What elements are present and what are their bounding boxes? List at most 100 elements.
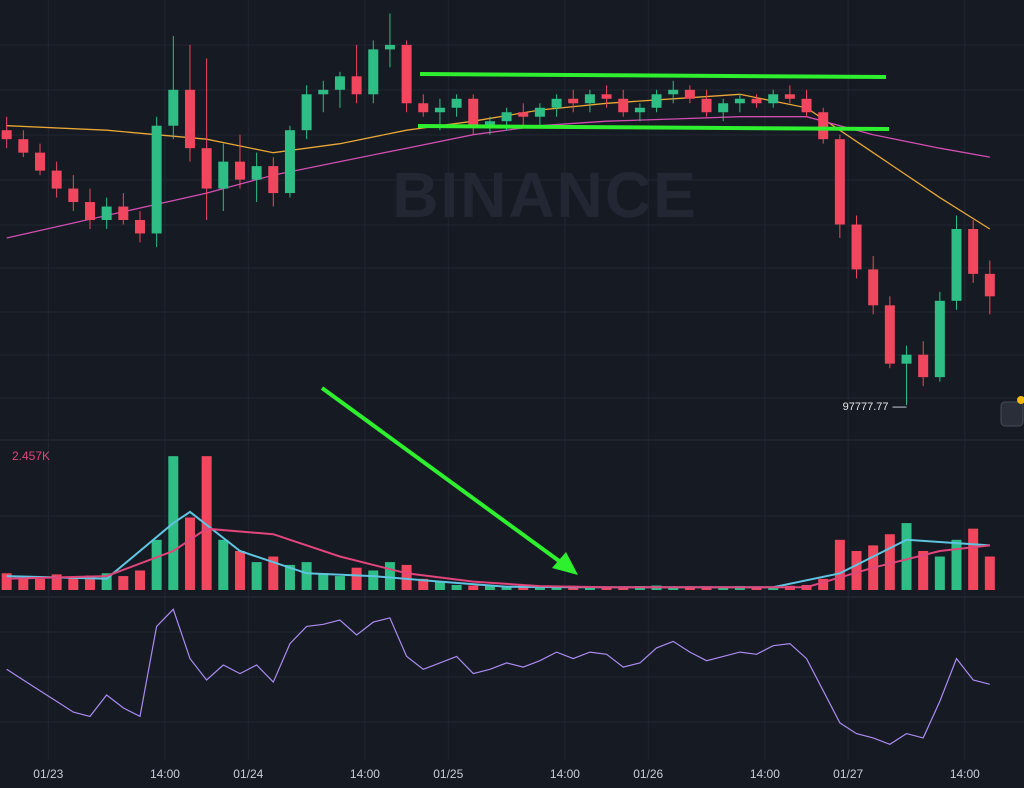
volume-bar bbox=[718, 586, 729, 590]
volume-bar bbox=[851, 550, 862, 590]
candle-body bbox=[68, 188, 79, 203]
candle-body bbox=[834, 139, 845, 225]
volume-bar bbox=[18, 576, 29, 590]
candle-body bbox=[251, 166, 262, 180]
volume-bar bbox=[284, 564, 295, 590]
volume-bar bbox=[84, 575, 95, 590]
x-tick-label: 01/25 bbox=[433, 767, 463, 781]
volume-bar bbox=[968, 528, 979, 590]
candle-body bbox=[51, 170, 62, 189]
candle-body bbox=[801, 98, 812, 113]
volume-bar bbox=[984, 556, 995, 590]
candle-body bbox=[784, 94, 795, 99]
candle-body bbox=[718, 103, 729, 113]
volume-bar bbox=[368, 570, 379, 590]
volume-bar bbox=[118, 576, 129, 590]
volume-bar bbox=[1, 573, 12, 590]
candle-body bbox=[584, 94, 595, 104]
candle-body bbox=[468, 98, 479, 126]
volume-bar bbox=[918, 550, 929, 590]
candle-body bbox=[151, 125, 162, 234]
volume-bar bbox=[934, 556, 945, 590]
volume-bar bbox=[234, 550, 245, 590]
volume-average bbox=[6, 527, 990, 589]
grid bbox=[0, 44, 1024, 723]
volume-bar bbox=[534, 586, 545, 590]
volume-average bbox=[6, 510, 990, 589]
drawings bbox=[320, 72, 890, 575]
candle-body bbox=[168, 89, 179, 126]
candle-body bbox=[634, 107, 645, 113]
volume-bar bbox=[618, 586, 629, 590]
candle-body bbox=[901, 354, 912, 364]
rsi-line bbox=[6, 608, 990, 745]
volume-bar bbox=[884, 534, 895, 590]
candle-body bbox=[568, 98, 579, 104]
volume-bar bbox=[468, 585, 479, 590]
candle-body bbox=[884, 305, 895, 364]
volume-bar bbox=[351, 567, 362, 590]
candle-body bbox=[751, 98, 762, 104]
candle-body bbox=[18, 139, 29, 153]
candle-body bbox=[518, 112, 529, 117]
x-tick-label: 14:00 bbox=[150, 767, 180, 781]
volume-bar bbox=[401, 564, 412, 590]
candle-body bbox=[318, 89, 329, 95]
plot-area: 01/23 14:00 01/24 14:00 01/25 14:00 01/26 14:00… bbox=[1, 0, 995, 781]
candle-body bbox=[434, 107, 445, 113]
volume-bar bbox=[684, 586, 695, 590]
candle-body bbox=[618, 98, 629, 113]
volume-bar bbox=[384, 562, 395, 590]
volume-bar bbox=[484, 586, 495, 590]
volume-bar bbox=[184, 517, 195, 590]
candle-body bbox=[984, 273, 995, 297]
volume-bar bbox=[751, 586, 762, 590]
volume-bar bbox=[268, 556, 279, 590]
candle-body bbox=[118, 206, 129, 220]
candle-body bbox=[818, 112, 829, 140]
volume-bar bbox=[501, 586, 512, 590]
icon-button[interactable] bbox=[1000, 401, 1024, 427]
x-tick-label: 01/24 bbox=[233, 767, 263, 781]
candle-body bbox=[918, 354, 929, 378]
trend-line bbox=[417, 124, 890, 131]
candle-body bbox=[334, 76, 345, 90]
low-label: 97777.77 bbox=[843, 401, 889, 413]
candle-body bbox=[768, 94, 779, 104]
volume-bar bbox=[201, 456, 212, 590]
volume-bar bbox=[301, 562, 312, 590]
volume-bar bbox=[251, 562, 262, 590]
volume-bar bbox=[434, 581, 445, 590]
volume-bar bbox=[151, 539, 162, 590]
candle-body bbox=[451, 98, 462, 108]
candle-body bbox=[84, 202, 95, 220]
x-tick-label: 14:00 bbox=[550, 767, 580, 781]
candle-body bbox=[418, 103, 429, 113]
candle-body bbox=[284, 130, 295, 194]
candle-body bbox=[684, 89, 695, 99]
candle-body bbox=[1, 130, 12, 140]
volume-bar bbox=[951, 539, 962, 590]
volume-bar bbox=[668, 586, 679, 590]
icon-badge bbox=[1017, 396, 1024, 404]
candle-body bbox=[201, 148, 212, 189]
candle-body bbox=[501, 112, 512, 122]
volume-bar bbox=[834, 539, 845, 590]
candle-body bbox=[134, 220, 145, 234]
candle-body bbox=[851, 224, 862, 270]
candle-body bbox=[701, 98, 712, 113]
x-tick-label: 01/23 bbox=[33, 767, 63, 781]
watermark: BINANCE bbox=[392, 159, 698, 231]
candle-body bbox=[368, 49, 379, 95]
x-tick-label: 14:00 bbox=[750, 767, 780, 781]
volume-bar bbox=[134, 570, 145, 590]
candle-body bbox=[951, 228, 962, 301]
volume-bar bbox=[551, 586, 562, 590]
candle-body bbox=[384, 44, 395, 50]
volume-bar bbox=[418, 578, 429, 590]
volume-bar bbox=[68, 577, 79, 590]
candle-body bbox=[534, 107, 545, 117]
